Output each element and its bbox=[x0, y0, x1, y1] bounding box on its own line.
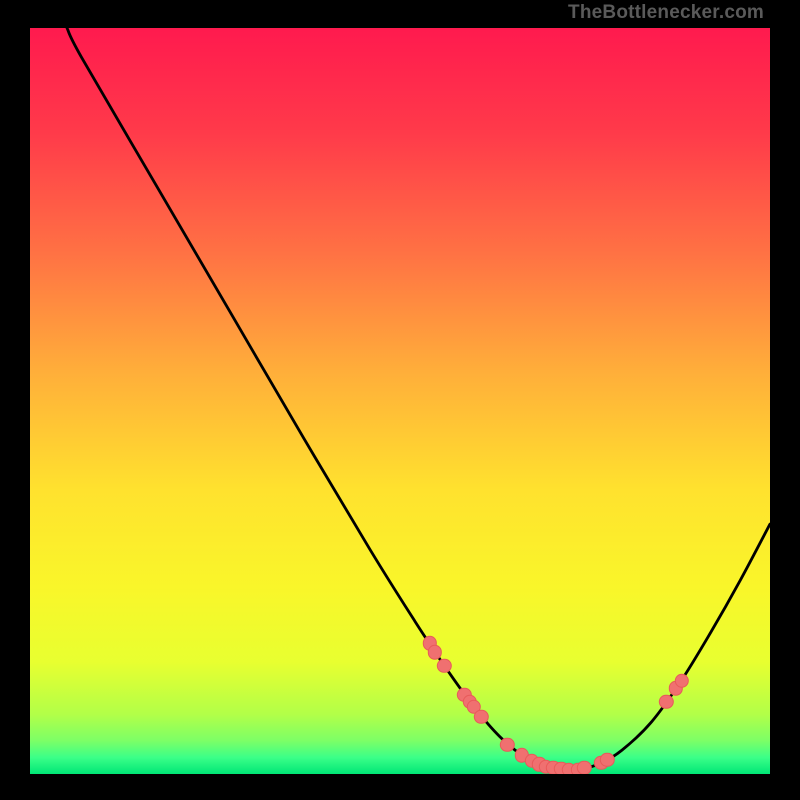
plot-area bbox=[30, 28, 770, 774]
data-marker bbox=[675, 674, 689, 688]
data-marker bbox=[500, 738, 514, 752]
data-marker bbox=[600, 753, 614, 767]
data-marker bbox=[437, 659, 451, 673]
data-marker bbox=[577, 761, 591, 774]
watermark-text: TheBottlenecker.com bbox=[568, 2, 764, 24]
data-marker bbox=[474, 709, 488, 723]
data-marker bbox=[659, 694, 673, 708]
data-marker bbox=[428, 645, 442, 659]
marker-layer bbox=[30, 28, 770, 774]
